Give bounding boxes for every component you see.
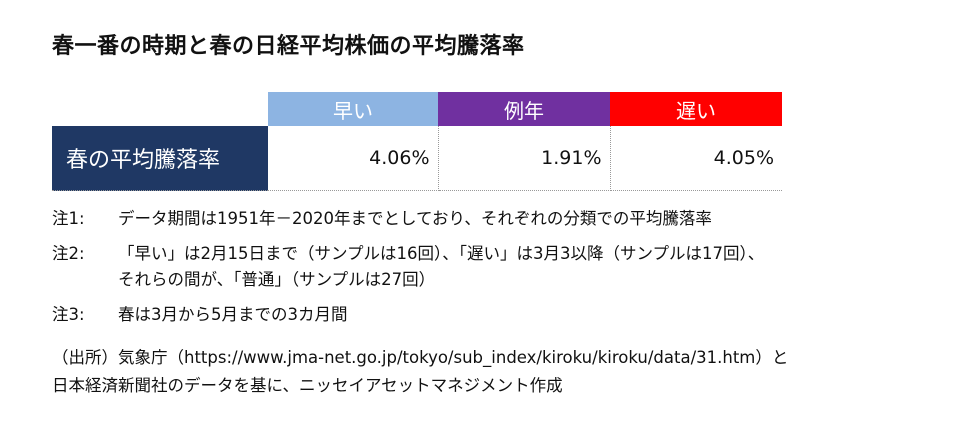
note-text: 春は3月から5月までの3カ月間 [118, 302, 348, 328]
note-label: 注2: [52, 244, 85, 263]
note: 注3: 春は3月から5月までの3カ月間 [52, 302, 764, 328]
header-cell: 早い [268, 92, 438, 126]
header-cell: 例年 [438, 92, 610, 126]
table: 早い 例年 遅い 春の平均騰落率 4.06% 1.91% 4.05% [52, 92, 782, 191]
note-text: 「早い」は2月15日まで（サンプルは16回）、「遅い」は3月3以降（サンプルは1… [118, 241, 764, 293]
header-cell: 遅い [610, 92, 782, 126]
source-line: （出所）気象庁（https://www.jma-net.go.jp/tokyo/… [52, 348, 789, 367]
note-line: 「早い」は2月15日まで（サンプルは16回）、「遅い」は3月3以降（サンプルは1… [118, 244, 765, 263]
row-label: 春の平均騰落率 [52, 126, 268, 191]
note-line: 春は3月から5月までの3カ月間 [118, 305, 348, 324]
source: （出所）気象庁（https://www.jma-net.go.jp/tokyo/… [52, 344, 788, 400]
notes: 注1: データ期間は1951年－2020年までとしており、それぞれの分類での平均騰… [52, 206, 764, 337]
note: 注2: 「早い」は2月15日まで（サンプルは16回）、「遅い」は3月3以降（サンプ… [52, 241, 764, 293]
cell: 4.05% [610, 126, 782, 191]
note-line: それらの間が、「普通」（サンプルは27回） [118, 270, 436, 289]
note-label: 注1: [52, 209, 85, 228]
note-label: 注3: [52, 305, 85, 324]
note-text: データ期間は1951年－2020年までとしており、それぞれの分類での平均騰落率 [118, 206, 712, 232]
cell: 1.91% [438, 126, 611, 191]
title: 春一番の時期と春の日経平均株価の平均騰落率 [52, 34, 525, 59]
header-blank [52, 92, 268, 126]
note-line: データ期間は1951年－2020年までとしており、それぞれの分類での平均騰落率 [118, 209, 712, 228]
source-line: 日本経済新聞社のデータを基に、ニッセイアセットマネジメント作成 [52, 376, 563, 395]
cell: 4.06% [268, 126, 439, 191]
note: 注1: データ期間は1951年－2020年までとしており、それぞれの分類での平均騰… [52, 206, 764, 232]
